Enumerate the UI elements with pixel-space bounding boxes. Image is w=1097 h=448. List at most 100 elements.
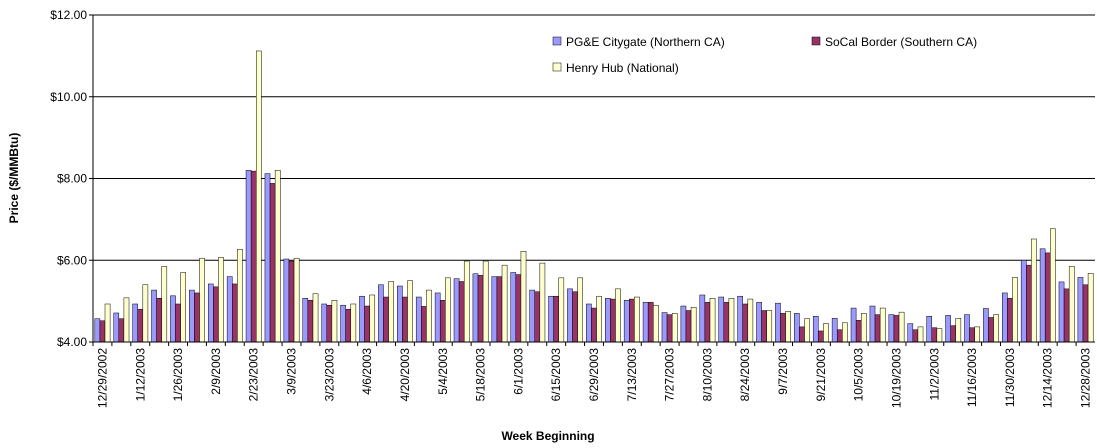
bar: [780, 313, 786, 343]
bar: [264, 173, 271, 343]
legend-label: PG&E Citygate (Northern CA): [566, 35, 725, 49]
bar: [671, 313, 678, 343]
y-tick-label: $10.00: [50, 90, 87, 104]
x-tick-label: 9/21/2003: [814, 348, 828, 402]
bar: [288, 260, 295, 343]
bar: [250, 170, 257, 343]
bar: [402, 296, 408, 343]
x-tick-label: 3/9/2003: [285, 348, 299, 395]
bar: [189, 289, 195, 343]
bar: [737, 295, 743, 343]
bar: [964, 314, 970, 343]
x-tick-label: 8/10/2003: [700, 348, 714, 402]
bar: [558, 277, 565, 343]
legend-label: SoCal Border (Southern CA): [825, 35, 977, 49]
bar: [445, 277, 451, 343]
bar: [529, 289, 535, 343]
bar: [761, 310, 767, 343]
bar: [1082, 284, 1089, 343]
bar: [132, 303, 138, 343]
bar: [388, 281, 394, 343]
bar: [1026, 264, 1032, 343]
bar: [118, 318, 125, 343]
bar: [874, 314, 881, 343]
bar: [293, 257, 300, 343]
bar: [666, 314, 673, 343]
bar: [1020, 260, 1027, 343]
bar: [137, 309, 144, 343]
bar: [515, 274, 522, 343]
bar: [747, 298, 754, 343]
bar: [615, 288, 621, 343]
bar: [1063, 288, 1070, 343]
bar: [359, 295, 365, 343]
bar: [245, 170, 252, 343]
x-tick-label: 10/5/2003: [852, 348, 866, 402]
x-tick-label: 7/13/2003: [625, 348, 639, 402]
bar: [256, 50, 262, 343]
bar: [1002, 292, 1008, 343]
bar: [642, 302, 649, 343]
bar: [893, 315, 900, 343]
x-tick-label: 8/24/2003: [738, 348, 752, 402]
x-tick-label: 7/27/2003: [663, 348, 677, 402]
x-tick-label: 2/9/2003: [209, 348, 223, 395]
bar: [237, 248, 243, 343]
bar: [113, 312, 120, 343]
bar: [610, 298, 616, 343]
bar: [704, 302, 711, 343]
x-tick-label: 9/7/2003: [776, 348, 790, 395]
bar: [1058, 281, 1065, 343]
bar: [326, 304, 333, 343]
bar: [850, 307, 857, 343]
bar: [99, 320, 106, 343]
bar: [1039, 248, 1046, 343]
x-tick-label: 4/20/2003: [398, 348, 412, 402]
bar: [836, 329, 843, 343]
x-tick-label: 6/1/2003: [511, 348, 525, 395]
bar: [577, 277, 584, 343]
bar: [156, 298, 162, 343]
bar: [302, 298, 309, 343]
bar: [491, 276, 498, 343]
x-tick-label: 5/18/2003: [474, 348, 488, 402]
bar: [269, 183, 276, 343]
bar: [369, 294, 376, 343]
bar: [680, 305, 687, 343]
bar: [912, 329, 919, 343]
x-tick-label: 2/23/2003: [247, 348, 261, 402]
bar: [709, 298, 716, 343]
x-tick-label: 1/12/2003: [133, 348, 147, 402]
bar: [591, 307, 597, 343]
bar: [567, 288, 573, 343]
bar: [661, 312, 668, 343]
x-tick-label: 6/15/2003: [549, 348, 563, 402]
x-axis-title: Week Beginning: [501, 429, 594, 443]
bar: [213, 286, 219, 343]
bar: [1007, 298, 1013, 343]
bar: [799, 326, 805, 343]
bar: [855, 320, 862, 343]
x-tick-label: 11/16/2003: [965, 348, 979, 407]
x-tick-label: 12/29/2002: [95, 348, 109, 408]
x-tick-label: 5/4/2003: [436, 348, 450, 395]
bar: [364, 305, 370, 343]
bar: [804, 318, 810, 343]
bar: [426, 289, 432, 343]
bar: [463, 260, 470, 343]
bar: [869, 305, 876, 343]
bar: [534, 291, 541, 343]
bar: [936, 328, 943, 343]
bar: [553, 295, 559, 343]
x-tick-label: 4/6/2003: [360, 348, 374, 395]
legend-swatch: [552, 36, 562, 46]
bar: [175, 303, 181, 343]
bar: [794, 313, 800, 343]
bar: [823, 323, 829, 343]
bar: [496, 276, 503, 343]
bar: [161, 266, 168, 343]
bar: [775, 302, 781, 343]
bar: [634, 296, 640, 343]
bar: [742, 303, 749, 343]
bar: [785, 311, 791, 343]
